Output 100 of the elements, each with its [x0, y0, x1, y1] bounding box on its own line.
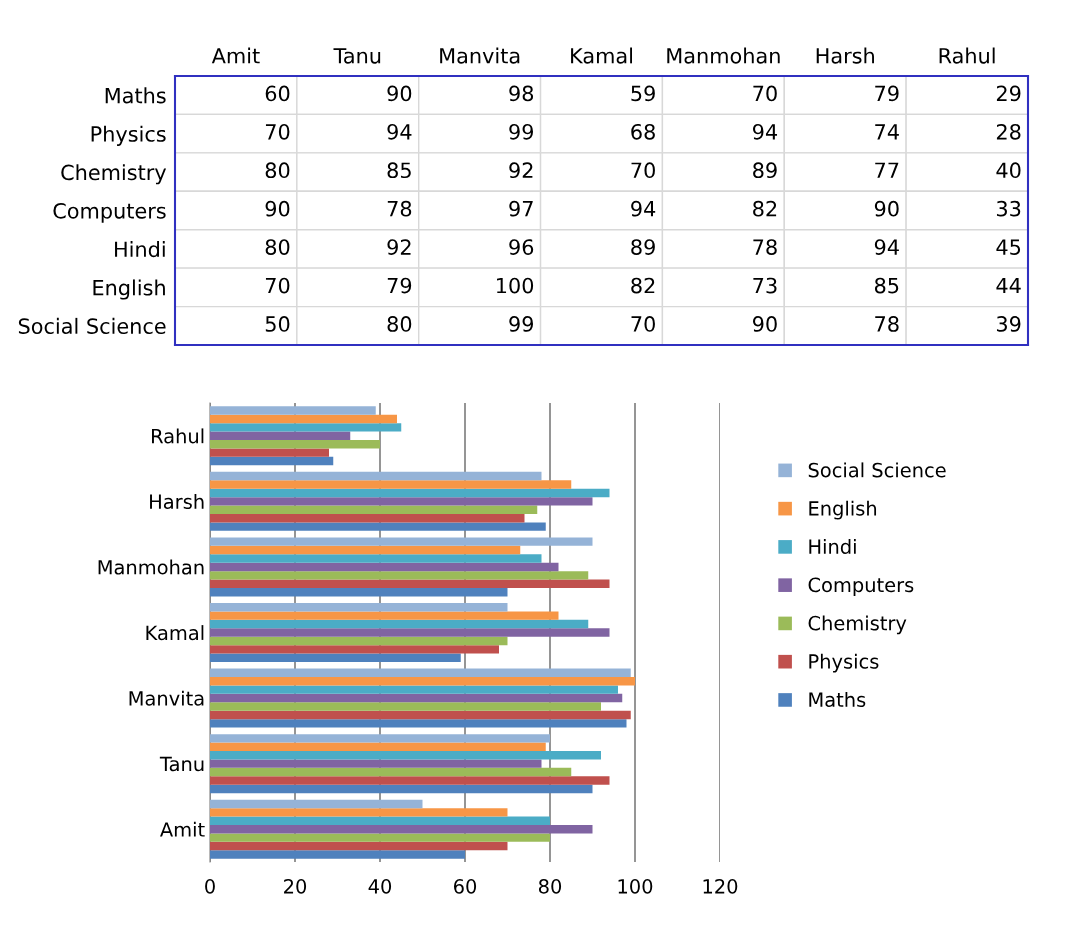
- y-tick-label: Tanu: [159, 756, 204, 772]
- bar: [210, 767, 572, 777]
- data-label: 70: [753, 85, 777, 102]
- bar: [210, 645, 499, 654]
- data-label: 45: [996, 239, 1021, 255]
- x-tick-label: Amit: [211, 47, 260, 64]
- data-label: 80: [387, 316, 412, 332]
- y-tick-label: Amit: [160, 821, 205, 837]
- bar: [210, 602, 508, 612]
- y-tick-label: Rahul: [152, 428, 204, 444]
- bar: [210, 571, 589, 580]
- y-tick-label: Maths: [105, 87, 166, 104]
- data-label: 68: [631, 123, 655, 140]
- data-label: 60: [265, 85, 290, 102]
- bar: [210, 833, 550, 842]
- data-label: 70: [265, 123, 290, 140]
- data-label: 28: [996, 123, 1021, 140]
- data-label: 70: [265, 277, 290, 294]
- bar: [210, 685, 618, 694]
- bar: [210, 702, 601, 711]
- data-label: 85: [874, 277, 899, 294]
- bar: [210, 653, 461, 663]
- bar: [210, 448, 329, 457]
- data-label: 77: [875, 162, 899, 178]
- data-label: 82: [631, 277, 655, 294]
- data-label: 99: [509, 123, 534, 140]
- bar: [210, 611, 559, 620]
- y-tick-label: Computers: [53, 202, 166, 223]
- data-label: 44: [996, 277, 1021, 294]
- bar: [210, 759, 542, 768]
- data-label: 100: [497, 277, 534, 294]
- x-tick-label: 120: [703, 879, 738, 894]
- bar: [210, 406, 376, 415]
- x-tick-label: Harsh: [816, 47, 874, 64]
- data-label: 59: [631, 85, 655, 102]
- data-label: 78: [387, 200, 412, 217]
- data-label: 89: [753, 162, 777, 179]
- data-label: 73: [753, 277, 777, 294]
- y-tick-label: Chemistry: [61, 164, 167, 185]
- data-label: 33: [996, 200, 1021, 217]
- data-label: 80: [265, 239, 290, 255]
- bar: [210, 776, 610, 785]
- y-tick-label: Manvita: [129, 690, 204, 706]
- data-label: 70: [631, 162, 655, 179]
- x-tick-label: 20: [284, 879, 307, 894]
- bar: [210, 751, 601, 760]
- bar: [210, 456, 334, 466]
- bar: [210, 480, 572, 489]
- bar: [210, 676, 635, 686]
- y-tick-label: Harsh: [150, 493, 204, 510]
- data-label: 39: [996, 316, 1021, 332]
- x-tick-label: Manvita: [440, 47, 520, 64]
- data-label: 78: [875, 316, 899, 332]
- data-label: 80: [265, 162, 290, 179]
- bar: [210, 825, 593, 834]
- data-label: 82: [753, 200, 777, 217]
- legend-label: Maths: [809, 691, 866, 708]
- x-tick-label: 40: [368, 879, 392, 894]
- bar: [210, 693, 623, 703]
- x-tick-label: Rahul: [939, 47, 995, 64]
- x-tick-label: 80: [538, 879, 562, 894]
- x-tick-label: 0: [205, 879, 215, 894]
- data-label: 92: [509, 162, 533, 179]
- legend-label: Chemistry: [808, 615, 907, 635]
- bar: [210, 668, 631, 677]
- bar: [210, 784, 593, 794]
- data-label: 98: [509, 85, 534, 102]
- legend-label: Computers: [808, 577, 914, 597]
- bar: [210, 808, 508, 817]
- data-label: 90: [387, 85, 412, 102]
- bar: [210, 719, 627, 728]
- bar: [210, 562, 559, 572]
- bar: [210, 431, 351, 440]
- bar: [210, 440, 380, 449]
- y-tick-label: Manmohan: [98, 559, 204, 575]
- data-label: 40: [996, 162, 1021, 179]
- bar: [210, 537, 593, 546]
- bar: [210, 471, 542, 481]
- bar: [210, 505, 538, 514]
- bar: [210, 497, 593, 506]
- bar: [210, 636, 508, 646]
- legend-label: Physics: [809, 653, 879, 673]
- bar: [210, 799, 423, 809]
- bar: [210, 414, 397, 424]
- bar: [210, 545, 521, 555]
- data-label: 90: [752, 316, 777, 332]
- bar: [210, 423, 402, 432]
- x-tick-label: 100: [618, 879, 653, 894]
- data-label: 96: [509, 239, 534, 255]
- data-label: 97: [509, 200, 533, 217]
- bar: [210, 522, 546, 531]
- data-label: 94: [874, 239, 899, 255]
- data-label: 89: [631, 239, 655, 255]
- bar: [210, 514, 525, 523]
- data-label: 85: [387, 162, 411, 179]
- y-tick-label: English: [93, 279, 165, 300]
- bar: [210, 554, 542, 563]
- bar: [210, 850, 465, 859]
- legend-label: Social Science: [808, 462, 946, 478]
- data-label: 50: [265, 316, 290, 332]
